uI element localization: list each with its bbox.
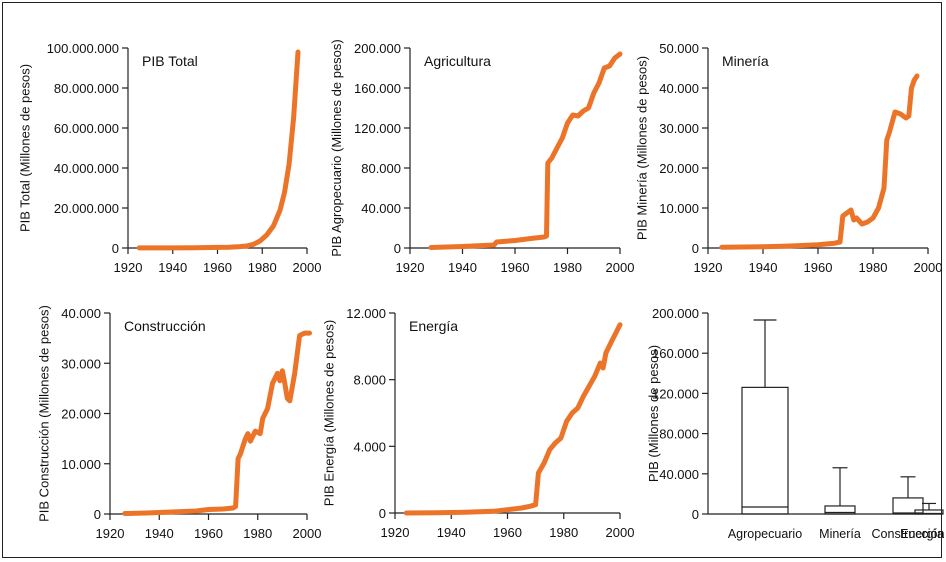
box-rect [824, 505, 856, 515]
y-axis-title: PIB Construcción (Millones de pesos) [37, 305, 52, 522]
panel-label: Energía [409, 318, 458, 334]
x-tick-label: 1980 [248, 260, 277, 275]
series-line [136, 49, 301, 251]
x-tick-label: 1980 [859, 260, 888, 275]
box-agropecuario [741, 319, 789, 515]
y-tick-label: 200.000 [652, 306, 699, 321]
y-tick-label: 200.000 [354, 41, 401, 56]
y-tick-label: 10.000 [61, 457, 101, 472]
y-tick-label: 160.000 [652, 346, 699, 361]
series-line [403, 322, 623, 516]
y-tick-label: 12.000 [346, 306, 386, 321]
x-tick-label: 1960 [501, 260, 530, 275]
y-tick-label: 80.000 [659, 427, 699, 442]
y-tick-label: 0 [379, 506, 386, 521]
y-tick-label: 4.000 [353, 439, 386, 454]
y-axis-title: PIB Total (Millones de pesos) [18, 64, 33, 232]
panel-label: Minería [722, 53, 769, 69]
x-tick-label: 1980 [553, 260, 582, 275]
panel-label: Agricultura [424, 53, 491, 69]
y-tick-label: 30.000 [659, 121, 699, 136]
y-tick-label: 40.000 [659, 81, 699, 96]
y-tick-label: 20.000 [61, 407, 101, 422]
chart-construccion: 0 10.000 20.000 30.000 40.000 PIB Construcció… [37, 305, 322, 541]
x-tick-label: 1920 [381, 525, 410, 540]
chart-mineria: 0 10.000 20.000 30.000 40.000 50.000 PIB Miner… [635, 41, 943, 275]
series-line [122, 330, 312, 516]
panel-label: Construcción [124, 318, 206, 334]
x-tick-label: Energía [900, 527, 944, 541]
x-tick-label: 2000 [293, 526, 322, 541]
x-tick-label: 1960 [804, 260, 833, 275]
x-tick-label: 1920 [694, 260, 723, 275]
x-tick-label: 1960 [493, 525, 522, 540]
chart-boxplot: 0 40.000 80.000 120.000 160.000 200.000 PIB (M… [646, 306, 945, 541]
x-tick-label: 2000 [606, 525, 635, 540]
y-tick-label: 20.000.000 [54, 201, 119, 216]
y-tick-label: 0 [94, 507, 101, 522]
x-tick-label: 1960 [194, 526, 223, 541]
x-tick-label: Agropecuario [728, 527, 802, 541]
y-tick-label: 0 [692, 507, 699, 522]
x-tick-label: 2000 [293, 260, 322, 275]
chart-agricultura: 0 40.000 80.000 120.000 160.000 200.000 PIB Ag… [329, 39, 634, 275]
x-tick-label: 1960 [203, 260, 232, 275]
y-tick-label: 0 [112, 241, 119, 256]
y-tick-label: 160.000 [354, 81, 401, 96]
y-tick-label: 30.000 [61, 356, 101, 371]
box-minería [824, 467, 856, 515]
y-axis-title: PIB Agropecuario (Millones de pesos) [329, 39, 344, 257]
y-tick-label: 120.000 [354, 121, 401, 136]
y-tick-label: 0 [692, 241, 699, 256]
x-tick-label: 1920 [96, 526, 125, 541]
y-tick-label: 10.000 [659, 201, 699, 216]
y-axis-title: PIB Minería (Millones de pesos) [635, 56, 650, 240]
y-tick-label: 50.000 [659, 41, 699, 56]
y-tick-label: 40.000 [61, 306, 101, 321]
x-tick-label: Minería [819, 527, 861, 541]
x-tick-label: 1920 [114, 260, 143, 275]
y-tick-label: 80.000.000 [54, 81, 119, 96]
x-tick-label: 1980 [549, 525, 578, 540]
x-tick-label: 1940 [437, 525, 466, 540]
y-tick-label: 20.000 [659, 161, 699, 176]
x-tick-label: 1920 [396, 260, 425, 275]
y-tick-label: 40.000 [361, 201, 401, 216]
box-energía [914, 502, 944, 515]
x-tick-label: 1940 [448, 260, 477, 275]
x-tick-label: 1980 [243, 526, 272, 541]
series-line [719, 73, 920, 250]
box-construcción [892, 476, 924, 515]
panel-label: PIB Total [142, 53, 198, 69]
box-rect [892, 497, 924, 515]
series-line [428, 51, 623, 250]
x-tick-label: 2000 [606, 260, 635, 275]
x-tick-label: 1940 [145, 526, 174, 541]
x-tick-label: Construcción [872, 527, 945, 541]
y-tick-label: 120.000 [652, 386, 699, 401]
box-rect [741, 386, 789, 515]
y-tick-label: 8.000 [353, 373, 386, 388]
x-tick-label: 2000 [914, 260, 943, 275]
y-tick-label: 60.000.000 [54, 121, 119, 136]
y-tick-label: 100.000.000 [47, 41, 119, 56]
y-tick-label: 80.000 [361, 161, 401, 176]
y-tick-label: 40.000.000 [54, 161, 119, 176]
x-tick-label: 1940 [158, 260, 187, 275]
y-tick-label: 0 [394, 241, 401, 256]
y-tick-label: 40.000 [659, 467, 699, 482]
y-axis-title: PIB Energía (Millones de pesos) [322, 320, 337, 506]
chart-pib-total: 0 20.000.000 40.000.000 60.000.000 80.000.00… [18, 41, 322, 275]
x-tick-label: 1940 [749, 260, 778, 275]
y-axis-title: PIB (Millones de pesos) [646, 345, 661, 482]
chart-energia: 0 4.000 8.000 12.000 PIB Energía (Millones d… [322, 306, 635, 540]
